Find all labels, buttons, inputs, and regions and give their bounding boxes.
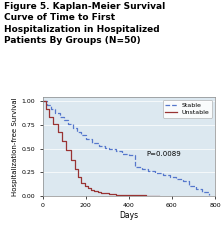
Y-axis label: Hospitalization-free Survival: Hospitalization-free Survival [12, 97, 18, 196]
Unstable [86, 187, 89, 189]
Unstable [114, 194, 117, 196]
Text: Figure 5. Kaplan-Meier Survival
Curve of Time to First
Hospitalization in Hospit: Figure 5. Kaplan-Meier Survival Curve of… [4, 2, 166, 45]
Unstable [73, 168, 76, 171]
Unstable [52, 123, 55, 126]
Stable [140, 168, 143, 171]
Stable [84, 138, 87, 141]
Unstable [65, 149, 68, 152]
Unstable [96, 191, 99, 193]
Text: P=0.0089: P=0.0089 [146, 151, 181, 157]
Stable [114, 150, 117, 153]
Unstable [145, 194, 147, 197]
Unstable [108, 193, 111, 195]
Unstable [61, 140, 63, 142]
Stable [80, 134, 83, 137]
Stable [194, 188, 197, 191]
Unstable [48, 115, 50, 118]
X-axis label: Days: Days [119, 211, 138, 220]
Unstable [158, 194, 160, 197]
Stable [91, 142, 93, 144]
Unstable [77, 176, 80, 178]
Unstable [80, 181, 83, 184]
Unstable [90, 189, 93, 191]
Stable [201, 191, 203, 193]
Unstable [134, 194, 137, 197]
Stable [127, 154, 130, 157]
Stable [168, 176, 171, 178]
Unstable [93, 190, 96, 192]
Stable [58, 115, 61, 118]
Unstable [155, 194, 158, 197]
Stable [121, 153, 124, 156]
Stable [71, 126, 74, 129]
Stable [45, 104, 48, 107]
Stable [97, 144, 100, 147]
Unstable [104, 192, 106, 195]
Stable [41, 100, 44, 103]
Unstable [44, 108, 47, 110]
Stable [175, 178, 178, 180]
Stable [162, 174, 165, 176]
Unstable [69, 159, 72, 161]
Unstable [99, 191, 102, 194]
Stable [108, 147, 111, 150]
Stable [147, 170, 150, 173]
Stable [67, 123, 70, 126]
Unstable [123, 194, 126, 197]
Stable [50, 108, 53, 110]
Stable [104, 146, 106, 149]
Stable [63, 119, 65, 122]
Line: Stable: Stable [43, 101, 209, 195]
Stable [188, 185, 190, 188]
Unstable [41, 100, 44, 103]
Stable [181, 179, 184, 182]
Stable [153, 172, 156, 174]
Unstable [56, 130, 59, 133]
Stable [54, 111, 57, 114]
Stable [207, 194, 210, 196]
Stable [134, 166, 137, 169]
Stable [76, 130, 78, 133]
Unstable [83, 185, 86, 188]
Line: Unstable: Unstable [43, 101, 159, 196]
Legend: Stable, Unstable: Stable, Unstable [163, 100, 212, 117]
